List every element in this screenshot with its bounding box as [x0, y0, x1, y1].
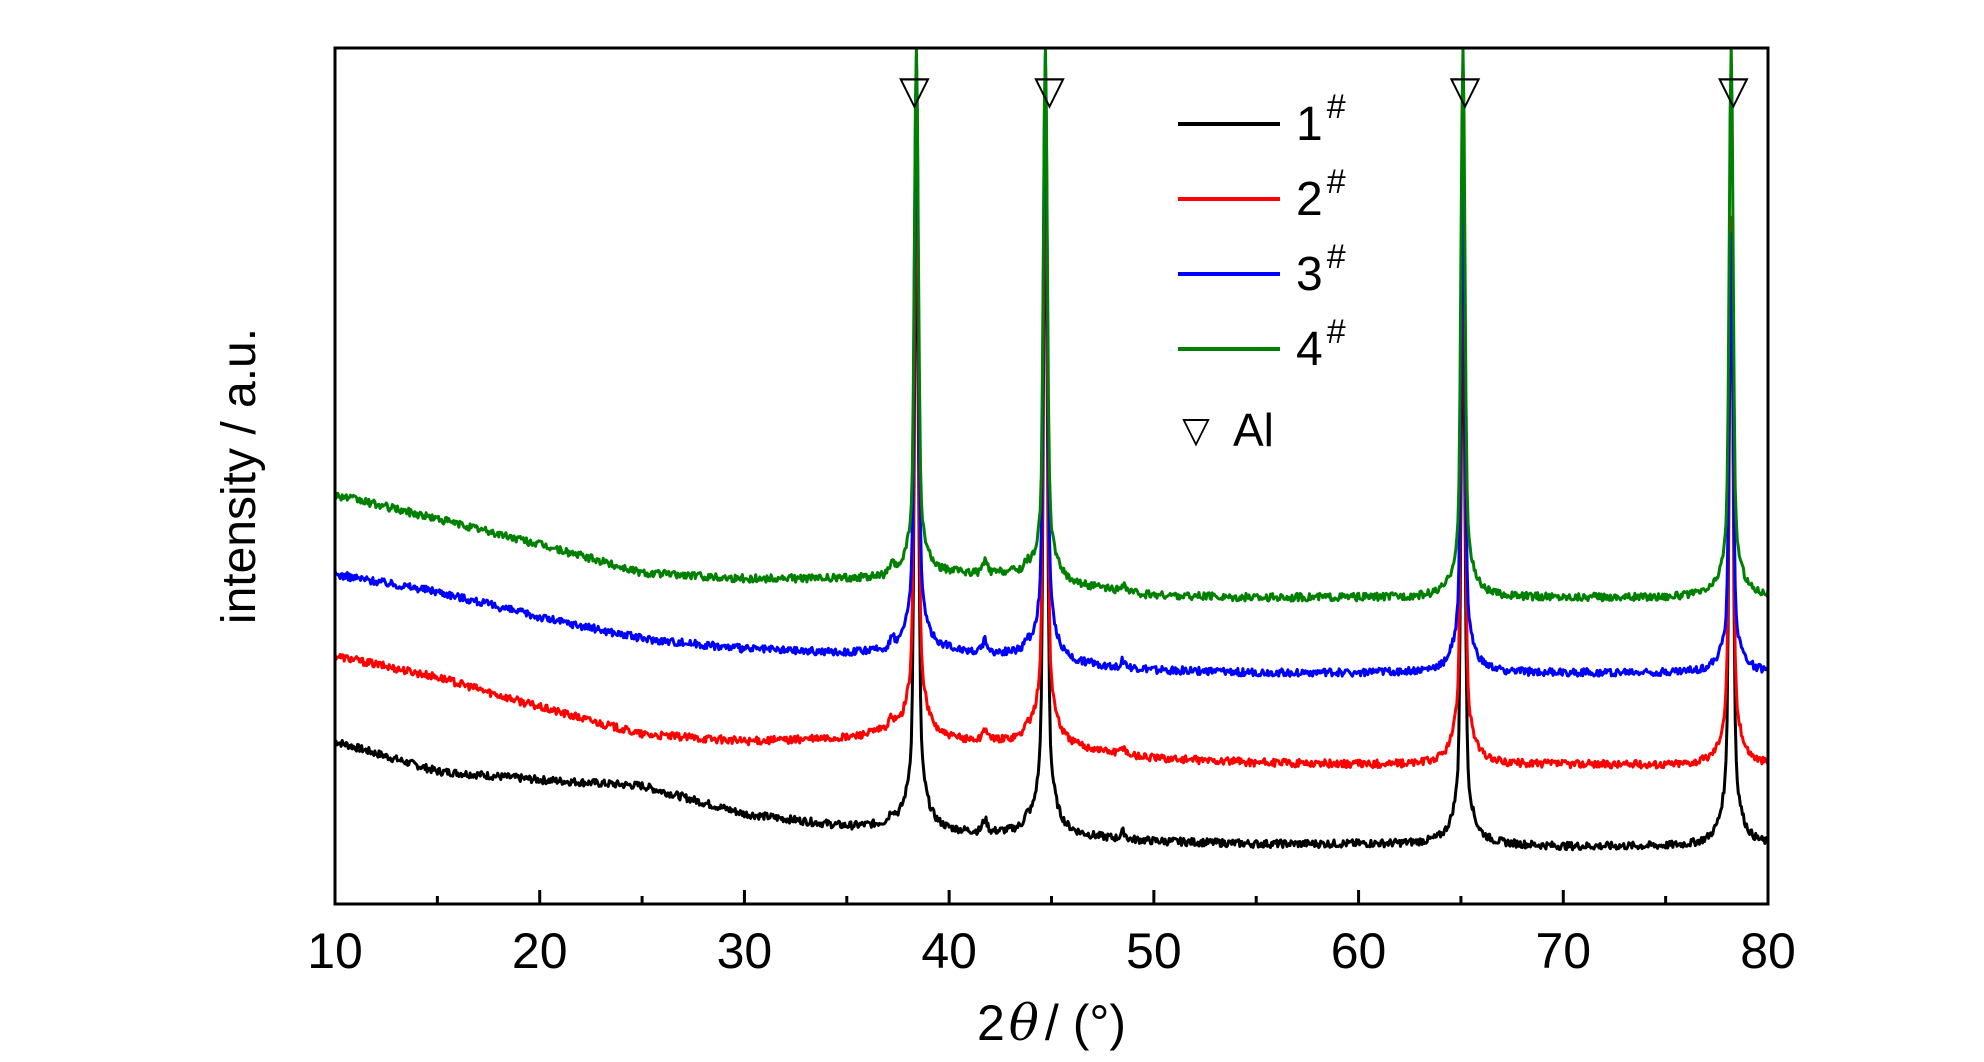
x-tick-label: 10 [307, 923, 363, 979]
series-4-line [333, 46, 1770, 603]
al-peak-marker-icon: ▽ [1718, 69, 1749, 113]
al-peak-marker-icon: ▽ [899, 69, 930, 113]
legend-al-label: Al [1233, 404, 1274, 456]
x-axis-label-symbol: θ [1009, 994, 1039, 1052]
x-axis-label-prefix: 2 [977, 995, 1005, 1051]
x-tick-label: 70 [1535, 923, 1591, 979]
al-peak-marker-icon: ▽ [1450, 69, 1481, 113]
al-peak-marker-icon: ▽ [1034, 69, 1065, 113]
series-1-line [334, 146, 1770, 852]
x-axis-label: 2θ / (°) [977, 994, 1126, 1052]
series-2-line [333, 104, 1770, 770]
x-axis-ticks: 10 20 30 40 50 60 70 80 [307, 890, 1796, 979]
legend-al-marker-icon: ▽ [1182, 409, 1210, 450]
legend-series-4-label: 4 # [1296, 313, 1346, 376]
al-peak-markers: ▽ ▽ ▽ ▽ [899, 69, 1749, 113]
series-3-line [333, 53, 1769, 678]
x-axis-label-suffix: / (°) [1045, 995, 1126, 1051]
legend-series-1-label: 1 # [1296, 88, 1346, 151]
legend-series-2-label: 2 # [1296, 163, 1346, 226]
x-tick-label: 40 [921, 923, 977, 979]
series-layer [333, 46, 1770, 852]
x-tick-label: 50 [1126, 923, 1182, 979]
x-tick-label: 60 [1331, 923, 1387, 979]
x-tick-label: 30 [717, 923, 773, 979]
legend-series-3-label: 3 # [1296, 238, 1346, 301]
legend: 1 # 2 # 3 # 4 # ▽ Al [1178, 88, 1346, 456]
x-tick-label: 20 [512, 923, 568, 979]
x-tick-label: 80 [1740, 923, 1796, 979]
y-axis-label: intensity / a.u. [213, 328, 266, 624]
